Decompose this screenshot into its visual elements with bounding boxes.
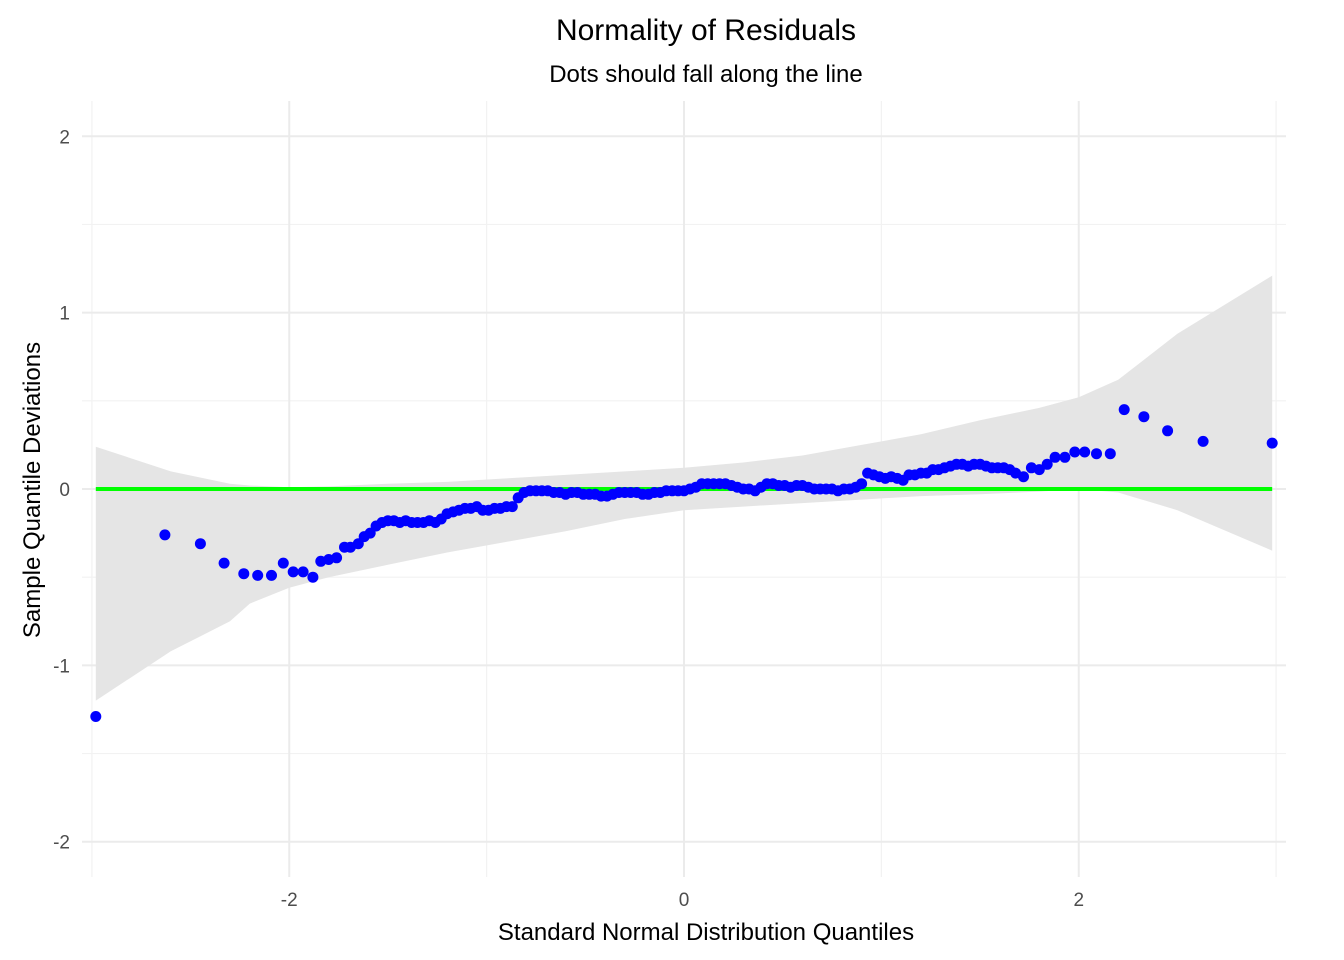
data-point — [1091, 448, 1102, 460]
y-tick-label: 0 — [59, 480, 70, 501]
data-point — [238, 568, 250, 580]
data-point — [506, 501, 518, 513]
data-point — [266, 569, 277, 581]
x-axis-ticks: -2 0 2 — [281, 890, 1084, 911]
data-point — [1049, 451, 1061, 463]
data-point — [194, 538, 206, 550]
data-point — [1104, 448, 1116, 460]
y-tick-label: -1 — [53, 656, 70, 677]
data-point — [1018, 471, 1029, 483]
data-point — [1069, 446, 1081, 458]
data-point — [1162, 425, 1174, 437]
data-point — [1033, 464, 1045, 476]
x-tick-label: 0 — [679, 890, 690, 911]
y-tick-label: 2 — [59, 127, 70, 148]
data-point — [1041, 458, 1053, 470]
y-axis-ticks: -2 -1 0 1 2 — [53, 127, 70, 853]
y-tick-label: -2 — [53, 833, 70, 854]
data-point — [1197, 435, 1209, 447]
y-tick-label: 1 — [59, 304, 70, 325]
data-point — [90, 711, 102, 722]
chart-subtitle: Dots should fall along the line — [549, 61, 863, 88]
data-point — [1266, 437, 1278, 449]
data-point — [856, 478, 868, 490]
data-point — [1118, 404, 1130, 416]
chart-title: Normality of Residuals — [556, 14, 856, 47]
y-axis-title: Sample Quantile Deviations — [19, 342, 46, 638]
data-point — [287, 566, 299, 578]
data-point — [1138, 411, 1150, 423]
data-point — [1059, 451, 1071, 463]
data-point — [307, 571, 319, 583]
data-point — [277, 557, 289, 569]
x-tick-label: -2 — [281, 890, 298, 911]
x-axis-title: Standard Normal Distribution Quantiles — [498, 919, 914, 946]
x-tick-label: 2 — [1073, 890, 1084, 911]
data-point — [159, 529, 171, 541]
data-point — [252, 569, 264, 581]
data-point — [297, 566, 309, 578]
data-point — [331, 552, 343, 564]
data-points — [90, 404, 1278, 722]
data-point — [1079, 446, 1091, 458]
data-point — [218, 557, 230, 569]
